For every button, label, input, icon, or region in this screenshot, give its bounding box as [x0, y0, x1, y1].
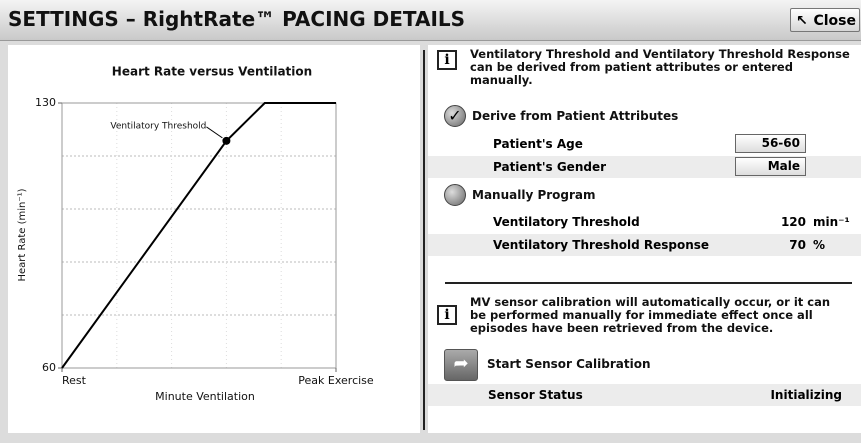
info-text: MV sensor calibration will automatically… — [470, 295, 831, 335]
y-tick-label: 130 — [35, 96, 56, 109]
radio-label[interactable]: Derive from Patient Attributes — [472, 109, 679, 123]
x-tick-label: Peak Exercise — [298, 374, 374, 387]
separator — [445, 282, 852, 284]
data-line — [61, 102, 336, 369]
threshold-point — [222, 136, 231, 145]
status-value: Initializing — [770, 388, 842, 402]
chart: Heart Rate versus Ventilation Heart Rate… — [17, 65, 374, 404]
setting-value: 70 — [789, 238, 806, 252]
setting-label: Ventilatory Threshold — [493, 215, 640, 229]
close-button[interactable]: Close — [790, 8, 860, 33]
annotation-leader — [206, 126, 223, 139]
setting-label: Ventilatory Threshold Response — [493, 238, 710, 252]
setting-label: Patient's Age — [493, 137, 583, 151]
annotation: Ventilatory Threshold — [110, 121, 206, 131]
setting-value[interactable]: 56-60 — [735, 134, 806, 153]
setting-row: Patient's Age 56-60 — [428, 133, 861, 155]
status-label: Sensor Status — [488, 388, 583, 402]
calibration-button-icon[interactable]: ➦ — [444, 349, 478, 381]
setting-label: Patient's Gender — [493, 160, 607, 174]
setting-row: Patient's Gender Male — [428, 156, 861, 178]
x-tick-label: Rest — [62, 374, 87, 387]
setting-unit: min⁻¹ — [813, 215, 850, 229]
setting-row: Ventilatory Threshold 120 min⁻¹ — [428, 211, 861, 233]
calibration-button-label[interactable]: Start Sensor Calibration — [487, 357, 651, 371]
divider — [423, 50, 425, 430]
info-text: Ventilatory Threshold and Ventilatory Th… — [470, 47, 850, 87]
plot-frame — [61, 102, 337, 369]
setting-value: 120 — [780, 215, 806, 229]
info-icon: i — [437, 305, 457, 325]
status-row: Sensor Status Initializing — [428, 384, 861, 406]
radio-label[interactable]: Manually Program — [472, 188, 596, 202]
x-axis-label: Minute Ventilation — [155, 390, 255, 403]
info-icon: i — [437, 50, 457, 70]
radio-unselected[interactable] — [444, 184, 466, 206]
window-title: SETTINGS – RightRate™ PACING DETAILS — [8, 7, 466, 31]
header-bar — [0, 0, 861, 41]
y-axis-label: Heart Rate (min⁻¹) — [17, 188, 28, 281]
setting-unit: % — [813, 238, 826, 252]
setting-row: Ventilatory Threshold Response 70% — [428, 234, 861, 256]
chart-title: Heart Rate versus Ventilation — [112, 65, 312, 79]
y-tick-label: 60 — [42, 361, 56, 374]
setting-value[interactable]: Male — [735, 157, 806, 176]
radio-selected[interactable]: ✓ — [444, 105, 466, 127]
